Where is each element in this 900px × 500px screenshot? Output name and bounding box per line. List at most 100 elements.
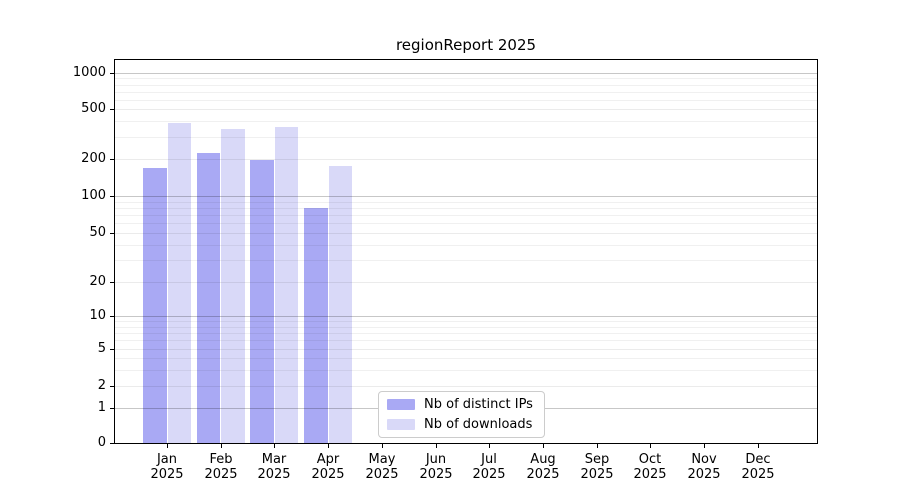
x-tick-label-sep: Sep 2025 — [569, 452, 625, 482]
minor-gridline — [114, 215, 818, 216]
year-label: 2025 — [741, 467, 775, 482]
tick-gridline — [114, 282, 818, 283]
y-tick-label: 10 — [89, 308, 106, 323]
y-tick-label: 100 — [81, 188, 106, 203]
x-tick-label-feb: Feb 2025 — [193, 452, 249, 482]
year-label: 2025 — [204, 467, 238, 482]
year-label: 2025 — [526, 467, 560, 482]
bar-distinct-ips-mar — [250, 160, 274, 443]
y-tick-mark — [110, 349, 114, 350]
tick-gridline — [114, 386, 818, 387]
major-gridline — [114, 316, 818, 317]
x-tick-label-jun: Jun 2025 — [408, 452, 464, 482]
legend-entry-distinct-ips: Nb of distinct IPs — [387, 396, 536, 413]
minor-gridline — [114, 333, 818, 334]
legend-swatch-distinct-ips — [387, 399, 415, 410]
x-tick-mark — [274, 444, 275, 448]
year-label: 2025 — [687, 467, 721, 482]
y-tick-label: 1 — [97, 400, 106, 415]
x-tick-mark — [436, 444, 437, 448]
y-tick-mark — [110, 282, 114, 283]
y-tick-mark — [110, 73, 114, 74]
year-label: 2025 — [419, 467, 453, 482]
minor-gridline — [114, 245, 818, 246]
x-tick-label-nov: Nov 2025 — [676, 452, 732, 482]
year-label: 2025 — [472, 467, 506, 482]
bar-downloads-feb — [221, 129, 245, 443]
tick-gridline — [114, 349, 818, 350]
legend-label-distinct-ips: Nb of distinct IPs — [424, 397, 533, 412]
minor-gridline — [114, 321, 818, 322]
tick-gridline — [114, 109, 818, 110]
minor-gridline — [114, 370, 818, 371]
bar-distinct-ips-jan — [143, 167, 167, 443]
y-tick-label: 1000 — [72, 65, 106, 80]
minor-gridline — [114, 208, 818, 209]
y-tick-label: 2 — [97, 378, 106, 393]
legend-label-downloads: Nb of downloads — [424, 417, 533, 432]
top-spine — [114, 59, 818, 60]
bar-downloads-jan — [167, 122, 191, 443]
x-tick-mark — [597, 444, 598, 448]
x-tick-mark — [758, 444, 759, 448]
month-label: Aug — [530, 452, 556, 467]
x-tick-label-may: May 2025 — [354, 452, 410, 482]
month-label: Nov — [691, 452, 717, 467]
y-tick-mark — [110, 386, 114, 387]
bar-distinct-ips-feb — [196, 152, 221, 443]
month-label: Jul — [481, 452, 497, 467]
y-tick-label: 5 — [97, 341, 106, 356]
x-tick-label-apr: Apr 2025 — [300, 452, 356, 482]
year-label: 2025 — [150, 467, 184, 482]
x-tick-mark — [650, 444, 651, 448]
minor-gridline — [114, 137, 818, 138]
month-label: Dec — [745, 452, 771, 467]
legend: Nb of distinct IPs Nb of downloads — [378, 391, 545, 438]
minor-gridline — [114, 85, 818, 86]
major-gridline — [114, 73, 818, 74]
bar-distinct-ips-apr — [304, 207, 328, 443]
y-tick-mark — [110, 109, 114, 110]
x-tick-mark — [221, 444, 222, 448]
month-label: Mar — [261, 452, 287, 467]
minor-gridline — [114, 100, 818, 101]
right-spine — [817, 59, 818, 444]
y-tick-mark — [110, 316, 114, 317]
minor-gridline — [114, 92, 818, 93]
left-spine — [114, 59, 115, 444]
y-tick-mark — [110, 196, 114, 197]
x-tick-label-oct: Oct 2025 — [622, 452, 678, 482]
minor-gridline — [114, 260, 818, 261]
x-tick-label-jul: Jul 2025 — [461, 452, 517, 482]
y-tick-label: 20 — [89, 274, 106, 289]
month-label: Jun — [425, 452, 447, 467]
major-gridline — [114, 196, 818, 197]
tick-gridline — [114, 159, 818, 160]
y-tick-label: 500 — [81, 101, 106, 116]
month-label: Feb — [209, 452, 233, 467]
minor-gridline — [114, 223, 818, 224]
x-tick-label-dec: Dec 2025 — [730, 452, 786, 482]
minor-gridline — [114, 78, 818, 79]
minor-gridline — [114, 202, 818, 203]
year-label: 2025 — [580, 467, 614, 482]
legend-swatch-downloads — [387, 419, 415, 430]
x-tick-mark — [543, 444, 544, 448]
x-tick-mark — [382, 444, 383, 448]
x-tick-label-mar: Mar 2025 — [246, 452, 302, 482]
y-tick-label: 200 — [81, 151, 106, 166]
month-label: Oct — [638, 452, 662, 467]
plot-area: Nb of distinct IPs Nb of downloads — [114, 59, 818, 444]
x-tick-mark — [489, 444, 490, 448]
year-label: 2025 — [311, 467, 345, 482]
year-label: 2025 — [633, 467, 667, 482]
year-label: 2025 — [257, 467, 291, 482]
chart-title: regionReport 2025 — [395, 36, 537, 54]
minor-gridline — [114, 340, 818, 341]
year-label: 2025 — [365, 467, 399, 482]
y-tick-mark — [110, 443, 114, 444]
x-tick-label-jan: Jan 2025 — [139, 452, 195, 482]
y-tick-mark — [110, 233, 114, 234]
bottom-spine — [114, 443, 818, 444]
